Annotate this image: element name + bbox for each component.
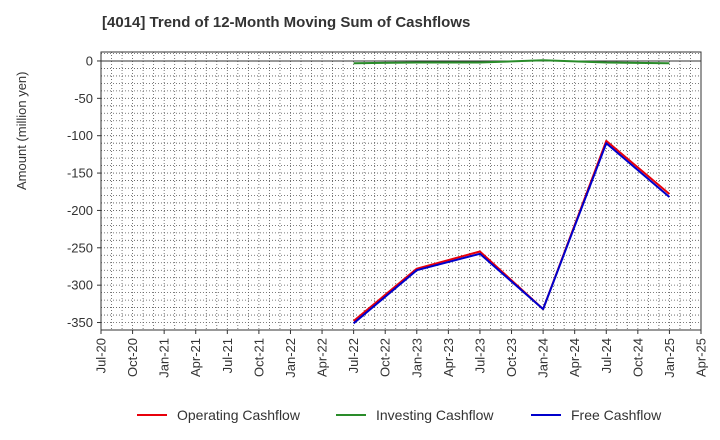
plot-frame <box>100 51 702 331</box>
series-line-investing <box>353 59 670 65</box>
series-line-operating <box>352 139 671 322</box>
legend-label-investing: Investing Cashflow <box>376 407 494 423</box>
y-tick-label: -150 <box>67 166 93 181</box>
legend-label-free: Free Cashflow <box>571 407 662 423</box>
legend-item-investing: Investing Cashflow <box>336 404 494 426</box>
x-tick-label: Oct-22 <box>378 338 393 377</box>
legend-item-operating: Operating Cashflow <box>137 404 300 426</box>
x-tick-label: Oct-24 <box>630 338 645 377</box>
plot-border <box>100 51 702 331</box>
y-tick-label: -350 <box>67 315 93 330</box>
x-tick-label: Apr-25 <box>694 338 709 377</box>
legend-swatch-operating <box>137 414 167 416</box>
x-tick-label: Jul-20 <box>94 338 109 373</box>
x-tick-label: Jan-22 <box>283 338 298 378</box>
x-tick-label: Jan-21 <box>157 338 172 378</box>
x-tick-label: Apr-21 <box>188 338 203 377</box>
x-tick-label: Apr-23 <box>441 338 456 377</box>
x-tick-label: Oct-21 <box>251 338 266 377</box>
chart-title: [4014] Trend of 12-Month Moving Sum of C… <box>102 14 471 31</box>
legend-swatch-free <box>531 414 561 416</box>
y-tick-label: 0 <box>86 53 93 68</box>
x-tick-label: Jan-23 <box>409 338 424 378</box>
y-tick-label: -200 <box>67 203 93 218</box>
x-tick-label: Jul-21 <box>220 338 235 373</box>
x-tick-label: Apr-22 <box>315 338 330 377</box>
x-tick-label: Jan-25 <box>662 338 677 378</box>
legend-swatch-investing <box>336 414 366 416</box>
legend: Operating Cashflow Investing Cashflow Fr… <box>0 404 720 426</box>
legend-item-free: Free Cashflow <box>531 404 661 426</box>
x-tick-label: Jul-24 <box>599 338 614 373</box>
grid-layer <box>101 52 701 330</box>
x-tick-label: Jul-23 <box>472 338 487 373</box>
x-tick-label: Jan-24 <box>536 338 551 378</box>
x-tick-label: Oct-20 <box>125 338 140 377</box>
x-tick-label: Apr-24 <box>567 338 582 377</box>
y-tick-label: -300 <box>67 278 93 293</box>
series-layer <box>352 59 671 325</box>
x-tick-label: Jul-22 <box>346 338 361 373</box>
series-line-free <box>352 142 671 325</box>
y-tick-label: -250 <box>67 240 93 255</box>
y-tick-label: -100 <box>67 128 93 143</box>
legend-label-operating: Operating Cashflow <box>177 407 300 423</box>
x-tick-label: Oct-23 <box>504 338 519 377</box>
y-tick-label: -50 <box>74 91 93 106</box>
